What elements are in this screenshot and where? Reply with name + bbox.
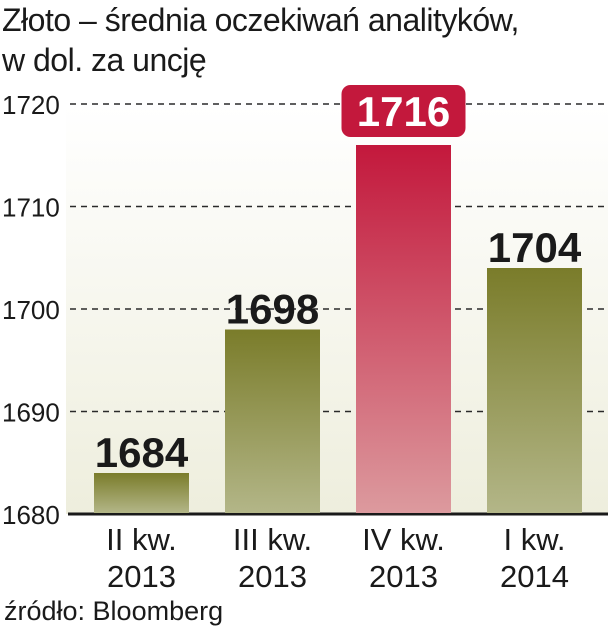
value-label: 1698 — [226, 286, 319, 333]
x-tick-label-year: 2014 — [500, 559, 569, 594]
x-tick-label-quarter: I kw. — [503, 522, 565, 557]
y-tick-label: 1710 — [2, 193, 60, 223]
chart-title-line-2: w dol. za uncję — [2, 42, 207, 78]
value-labels: 1684 1698 1716 1704 — [95, 85, 582, 476]
y-tick-label: 1700 — [2, 295, 60, 325]
grid-lines — [68, 103, 608, 516]
y-tick-label: 1690 — [2, 398, 60, 428]
bar — [225, 329, 320, 513]
x-tick-label-year: 2013 — [238, 559, 307, 594]
y-axis-ticks: 1680 1690 1700 1710 1720 — [2, 90, 60, 530]
chart-title-line-1: Złoto – średnia oczekiwań analityków, — [2, 2, 519, 38]
bar — [356, 145, 451, 513]
bar — [487, 268, 582, 513]
value-label: 1684 — [95, 429, 189, 476]
chart-title: Złoto – średnia oczekiwań analityków, w … — [2, 0, 519, 80]
x-tick-label-quarter: IV kw. — [362, 522, 445, 557]
y-tick-label: 1720 — [2, 90, 60, 120]
x-tick-label-year: 2013 — [107, 559, 176, 594]
value-label: 1716 — [357, 88, 450, 135]
x-tick-label-quarter: III kw. — [233, 522, 312, 557]
y-tick-label: 1680 — [2, 500, 60, 530]
value-label: 1704 — [488, 224, 582, 271]
bar — [94, 473, 189, 513]
x-tick-label-quarter: II kw. — [106, 522, 177, 557]
source-note: źródło: Bloomberg — [4, 596, 224, 626]
x-tick-label-year: 2013 — [369, 559, 438, 594]
bars — [94, 145, 582, 513]
value-label-badge — [341, 85, 466, 137]
